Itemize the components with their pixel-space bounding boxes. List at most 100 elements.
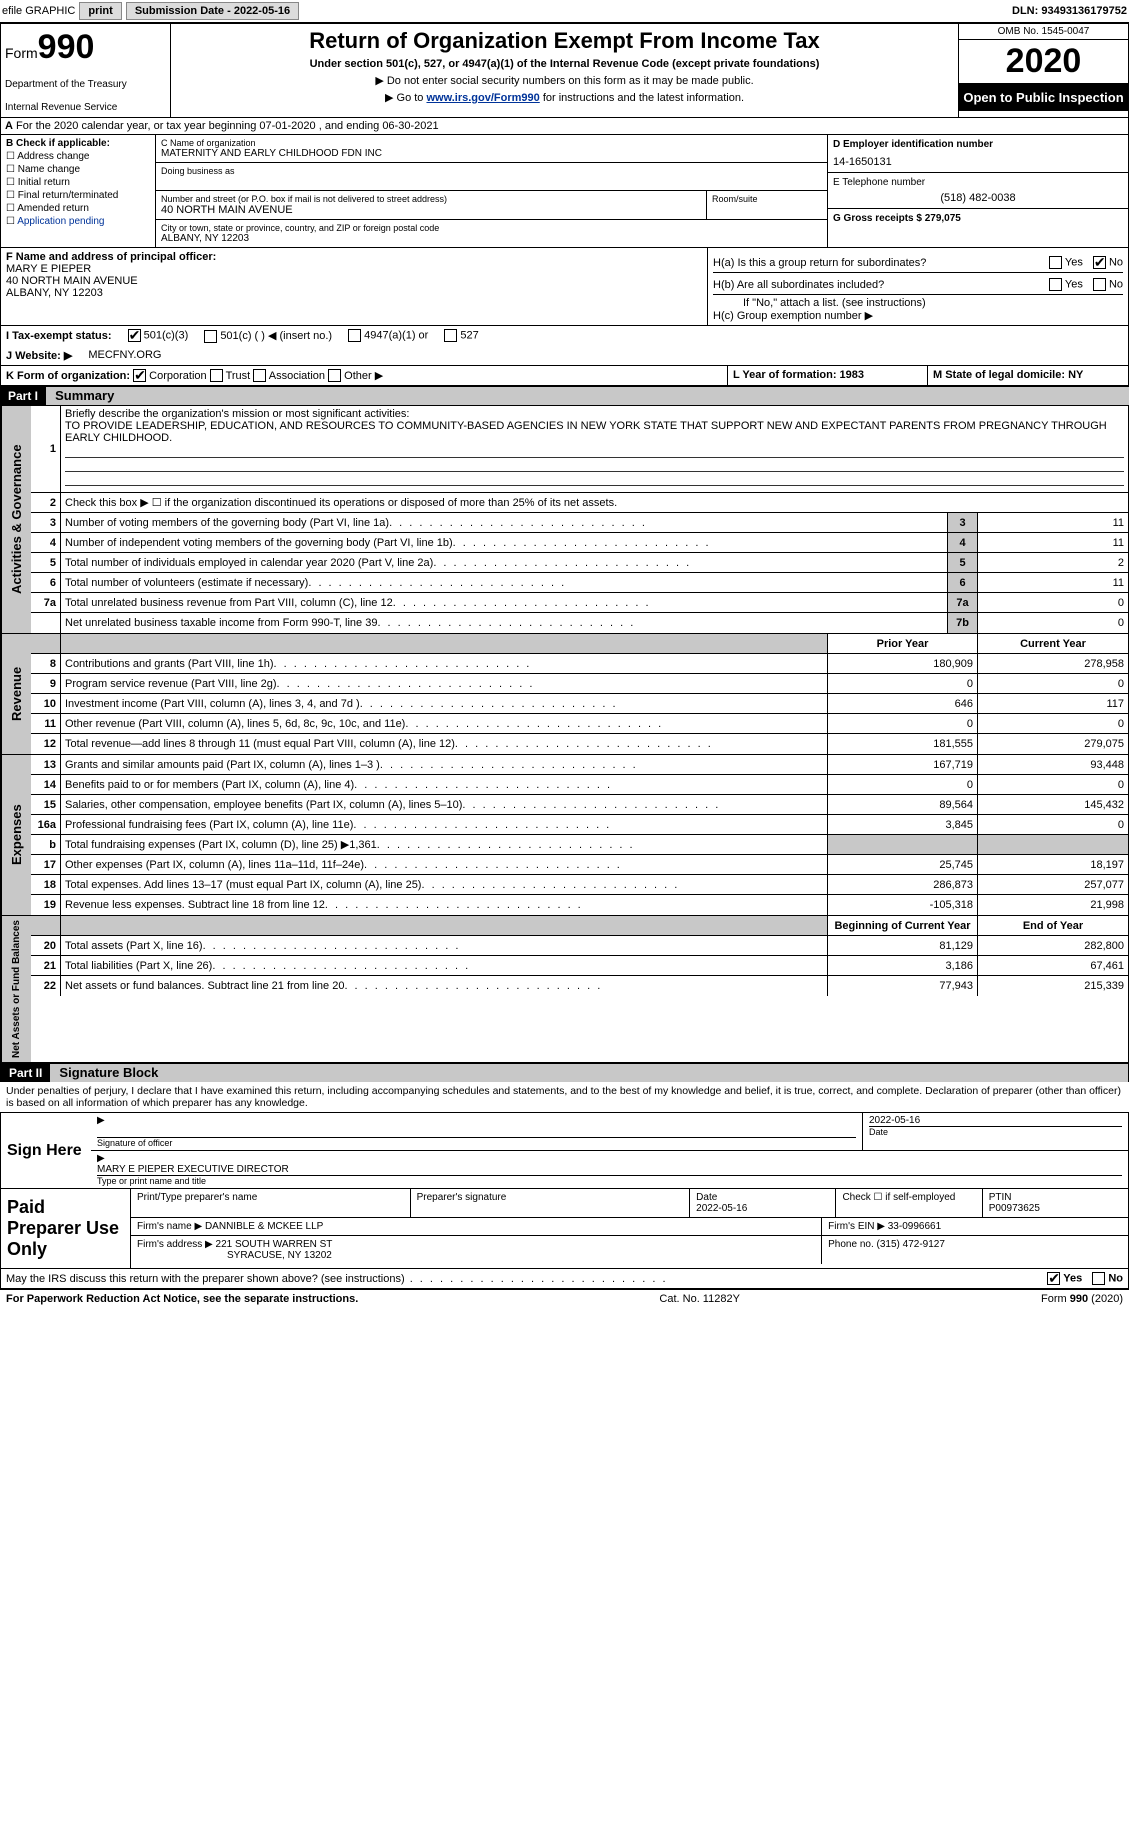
sig-officer-label: Signature of officer	[97, 1137, 856, 1148]
table-row: 13Grants and similar amounts paid (Part …	[31, 755, 1128, 775]
mission-text: TO PROVIDE LEADERSHIP, EDUCATION, AND RE…	[65, 420, 1124, 444]
section-m: M State of legal domicile: NY	[928, 366, 1128, 386]
officer-addr1: 40 NORTH MAIN AVENUE	[6, 275, 138, 287]
line-7a-value: 0	[978, 593, 1128, 612]
header-right: OMB No. 1545-0047 2020 Open to Public In…	[958, 24, 1128, 117]
dept-irs: Internal Revenue Service	[5, 102, 166, 113]
sub3-post: for instructions and the latest informat…	[540, 92, 744, 104]
line-2-text: Check this box ▶ ☐ if the organization d…	[65, 496, 617, 509]
paid-preparer-block: Paid Preparer Use Only Print/Type prepar…	[0, 1189, 1129, 1269]
form-subtitle-1: Under section 501(c), 527, or 4947(a)(1)…	[175, 58, 954, 70]
i-501c[interactable]: 501(c) ( ) ◀ (insert no.)	[204, 329, 332, 343]
k-trust[interactable]: Trust	[210, 370, 251, 382]
tax-period-row: A For the 2020 calendar year, or tax yea…	[0, 118, 1129, 135]
net-sidelabel: Net Assets or Fund Balances	[1, 916, 31, 1062]
h-b-row: H(b) Are all subordinates included? Yes …	[713, 275, 1123, 295]
preparer-name-label: Print/Type preparer's name	[131, 1189, 411, 1217]
officer-name: MARY E PIEPER	[6, 263, 91, 275]
table-row: 10Investment income (Part VIII, column (…	[31, 694, 1128, 714]
header-center: Return of Organization Exempt From Incom…	[171, 24, 958, 117]
line-7a: 7a Total unrelated business revenue from…	[31, 593, 1128, 613]
website-row: J Website: ▶ MECFNY.ORG	[0, 346, 1129, 366]
chk-initial-return[interactable]: ☐ Initial return	[6, 177, 150, 188]
ein-cell: D Employer identification number 14-1650…	[828, 135, 1128, 173]
current-year-header: Current Year	[978, 634, 1128, 653]
room-suite-cell: Room/suite	[707, 191, 827, 219]
ein-value: 14-1650131	[833, 156, 1123, 168]
hb-no[interactable]: No	[1093, 278, 1123, 291]
line-4-value: 11	[978, 533, 1128, 552]
period-a: A	[5, 120, 13, 132]
self-employed-check[interactable]: Check ☐ if self-employed	[836, 1189, 982, 1217]
sig-date-label: Date	[869, 1126, 1122, 1137]
governance-sidelabel: Activities & Governance	[1, 406, 31, 633]
ha-yes[interactable]: Yes	[1049, 256, 1083, 269]
table-row: 21Total liabilities (Part X, line 26)3,1…	[31, 956, 1128, 976]
ptin-cell: PTINP00973625	[983, 1189, 1128, 1217]
revenue-sidelabel: Revenue	[1, 634, 31, 754]
hb-yes[interactable]: Yes	[1049, 278, 1083, 291]
phone-cell: E Telephone number (518) 482-0038	[828, 173, 1128, 209]
section-d-e-g: D Employer identification number 14-1650…	[828, 135, 1128, 247]
form-header: Form990 Department of the Treasury Inter…	[0, 23, 1129, 118]
discuss-no[interactable]: No	[1092, 1272, 1123, 1285]
i-527[interactable]: 527	[444, 329, 478, 342]
table-row: 22Net assets or fund balances. Subtract …	[31, 976, 1128, 996]
chk-final-return[interactable]: ☐ Final return/terminated	[6, 190, 150, 201]
sig-date-cell: 2022-05-16 Date	[863, 1113, 1128, 1150]
ein-label: D Employer identification number	[833, 139, 1123, 150]
sub3-pre: ▶ Go to	[385, 92, 426, 104]
k-other[interactable]: Other ▶	[328, 370, 383, 382]
identification-block: B Check if applicable: ☐ Address change …	[0, 135, 1129, 248]
chk-address-change[interactable]: ☐ Address change	[6, 151, 150, 162]
i-501c3[interactable]: 501(c)(3)	[128, 329, 189, 342]
ha-no[interactable]: No	[1093, 256, 1123, 269]
k-label: K Form of organization:	[6, 370, 130, 382]
i-label: I Tax-exempt status:	[6, 330, 112, 342]
dba-label: Doing business as	[161, 166, 822, 176]
dba-cell: Doing business as	[156, 163, 827, 191]
header-left: Form990 Department of the Treasury Inter…	[1, 24, 171, 117]
h-c-label: H(c) Group exemption number ▶	[713, 309, 1123, 322]
f-label: F Name and address of principal officer:	[6, 251, 216, 263]
line-6: 6 Total number of volunteers (estimate i…	[31, 573, 1128, 593]
firm-ein-cell: Firm's EIN ▶ 33-0996661	[822, 1218, 1128, 1235]
line-2: 2 Check this box ▶ ☐ if the organization…	[31, 493, 1128, 513]
tax-year: 2020	[959, 40, 1128, 84]
chk-amended-return[interactable]: ☐ Amended return	[6, 203, 150, 214]
line-5: 5 Total number of individuals employed i…	[31, 553, 1128, 573]
form-org-row: K Form of organization: Corporation Trus…	[0, 366, 1129, 387]
preparer-row-1: Print/Type preparer's name Preparer's si…	[131, 1189, 1128, 1218]
firm-phone-cell: Phone no. (315) 472-9127	[822, 1236, 1128, 1264]
irs-link[interactable]: www.irs.gov/Form990	[426, 92, 539, 104]
paid-preparer-label: Paid Preparer Use Only	[1, 1189, 131, 1268]
i-4947[interactable]: 4947(a)(1) or	[348, 329, 428, 342]
discuss-yes[interactable]: Yes	[1047, 1272, 1082, 1285]
k-assoc[interactable]: Association	[253, 370, 325, 382]
room-label: Room/suite	[712, 194, 822, 204]
chk-application-pending[interactable]: ☐ Application pending	[6, 216, 150, 227]
footer-right: Form 990 (2020)	[1041, 1293, 1123, 1305]
omb-number: OMB No. 1545-0047	[959, 24, 1128, 40]
k-corp[interactable]: Corporation	[133, 370, 207, 382]
sign-here-block: Sign Here Signature of officer 2022-05-1…	[0, 1112, 1129, 1189]
preparer-sig-label: Preparer's signature	[411, 1189, 691, 1217]
form-title: Return of Organization Exempt From Incom…	[175, 28, 954, 54]
net-assets-section: Net Assets or Fund Balances Beginning of…	[0, 915, 1129, 1063]
submission-date-button[interactable]: Submission Date - 2022-05-16	[126, 2, 299, 20]
sign-here-label: Sign Here	[1, 1113, 91, 1188]
officer-signature-cell[interactable]: Signature of officer	[91, 1113, 863, 1150]
balance-header-row: Beginning of Current Year End of Year	[31, 916, 1128, 936]
officer-addr2: ALBANY, NY 12203	[6, 287, 103, 299]
chk-name-change[interactable]: ☐ Name change	[6, 164, 150, 175]
print-button[interactable]: print	[79, 2, 121, 20]
discuss-question: May the IRS discuss this return with the…	[6, 1273, 405, 1285]
line-1: 1 Briefly describe the organization's mi…	[31, 406, 1128, 493]
street-address-cell: Number and street (or P.O. box if mail i…	[156, 191, 707, 219]
table-row: 17Other expenses (Part IX, column (A), l…	[31, 855, 1128, 875]
dln-label: DLN: 93493136179752	[1012, 5, 1127, 17]
line-5-value: 2	[978, 553, 1128, 572]
city-cell: City or town, state or province, country…	[156, 220, 827, 247]
line-7b-value: 0	[978, 613, 1128, 633]
tax-exempt-row: I Tax-exempt status: 501(c)(3) 501(c) ( …	[0, 326, 1129, 346]
